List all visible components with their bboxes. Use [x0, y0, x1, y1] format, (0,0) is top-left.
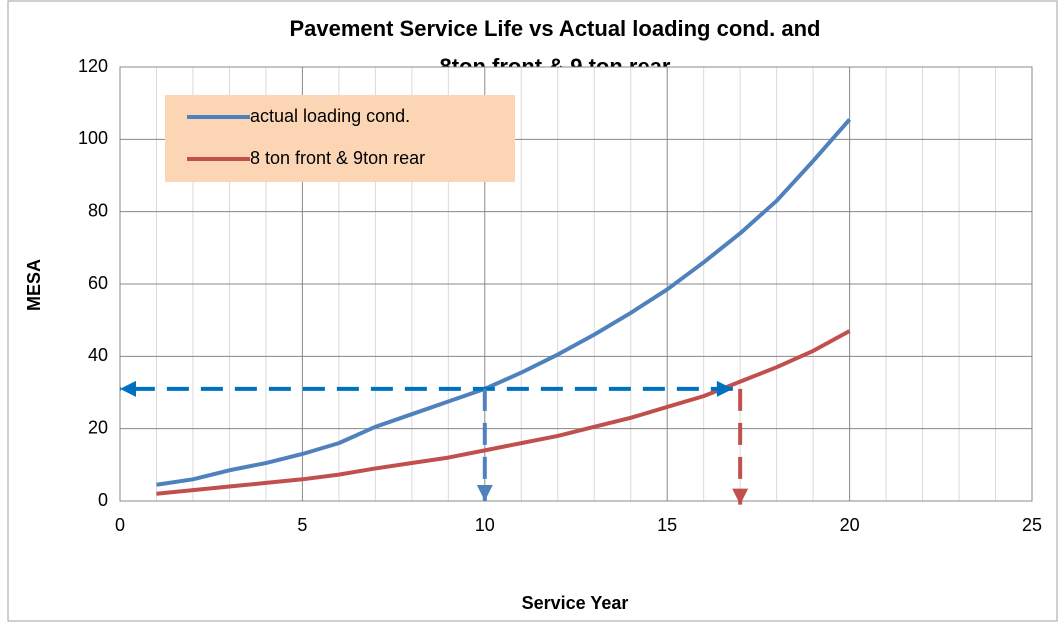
- x-axis-label: Service Year: [522, 593, 629, 613]
- y-tick-label: 80: [88, 200, 108, 220]
- arrow-head: [716, 380, 733, 397]
- legend-box: [165, 95, 515, 182]
- arrow-head: [120, 380, 136, 397]
- x-tick-label: 0: [115, 515, 125, 535]
- y-tick-label: 60: [88, 273, 108, 293]
- y-tick-label: 100: [78, 128, 108, 148]
- series-line: [156, 329, 851, 496]
- x-tick-label: 20: [840, 515, 860, 535]
- series-line: [156, 118, 852, 487]
- y-axis-label: MESA: [24, 259, 44, 311]
- x-tick-label: 5: [297, 515, 307, 535]
- x-tick-label: 15: [657, 515, 677, 535]
- legend-label: 8 ton front & 9ton rear: [250, 148, 425, 168]
- y-tick-label: 20: [88, 417, 108, 437]
- y-tick-label: 40: [88, 345, 108, 365]
- legend-label: actual loading cond.: [250, 106, 410, 126]
- y-tick-label: 120: [78, 56, 108, 76]
- chart-title: Pavement Service Life vs Actual loading …: [289, 16, 820, 41]
- arrow-head: [476, 485, 493, 501]
- x-tick-label: 10: [475, 515, 495, 535]
- x-tick-label: 25: [1022, 515, 1042, 535]
- arrow-head: [732, 488, 749, 505]
- y-tick-label: 0: [98, 490, 108, 510]
